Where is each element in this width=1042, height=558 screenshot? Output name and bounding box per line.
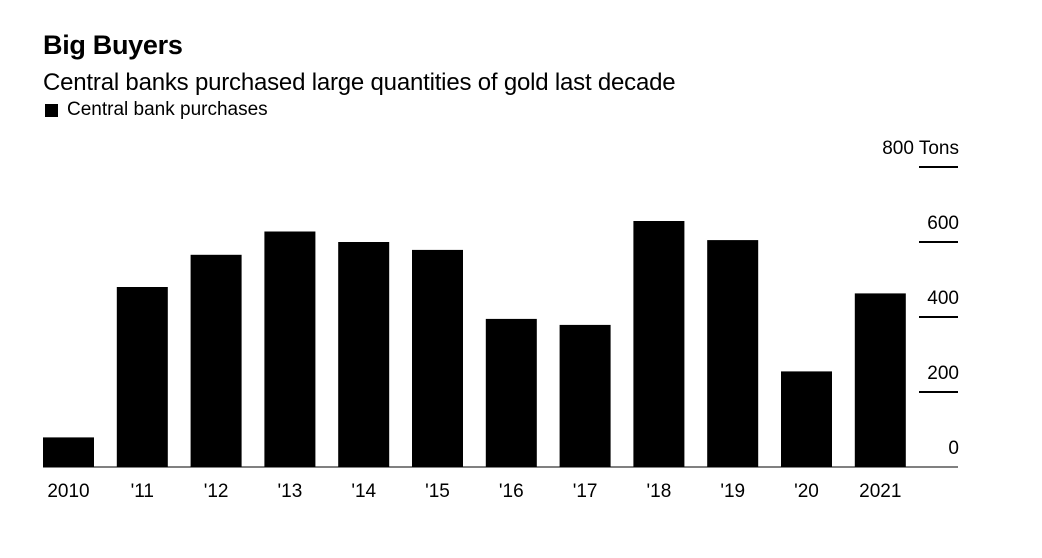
bar-0 [43,437,94,467]
x-tick-label-5: '15 [425,481,450,502]
x-tick-label-11: 2021 [859,481,901,502]
x-tick-label-1: '11 [131,481,154,502]
y-tick-label-2: 400 [927,288,959,309]
legend-swatch [45,103,58,117]
y-tick-label-1: 200 [927,363,959,384]
y-tick-label-4: 800 Tons [882,138,959,159]
bars-group [43,221,906,468]
bar-6 [485,318,537,467]
bar-1 [116,287,168,467]
legend-label: Central bank purchases [67,99,268,120]
bar-10 [781,371,832,467]
bar-4 [338,242,390,467]
x-tick-labels: 2010 '11 '12 '13 '14 '15 '16 '17 '18 '19 '20 2021 [47,481,901,502]
chart-subtitle: Central banks purchased large quantities… [43,69,676,96]
x-tick-label-9: '19 [720,481,745,502]
bar-9 [707,240,759,467]
bar-11 [854,293,906,467]
x-tick-label-7: '17 [573,481,598,502]
chart-title: Big Buyers [43,30,183,60]
y-tick-label-3: 600 [927,213,959,234]
x-tick-label-4: '14 [351,481,376,502]
x-tick-label-10: '20 [794,481,819,502]
y-axis: 0 200 400 600 800 Tons [882,138,959,459]
y-tick-label-0: 0 [948,438,959,459]
bar-2 [190,254,242,468]
x-tick-label-8: '18 [647,481,672,502]
x-tick-label-6: '16 [499,481,524,502]
bar-8 [633,221,685,467]
x-tick-label-3: '13 [278,481,303,502]
bar-7 [559,324,611,467]
bar-3 [264,231,316,467]
bar-5 [412,249,463,467]
chart-legend: Central bank purchases [45,99,268,121]
x-tick-label-2: '12 [204,481,229,502]
x-tick-label-0: 2010 [47,481,89,502]
